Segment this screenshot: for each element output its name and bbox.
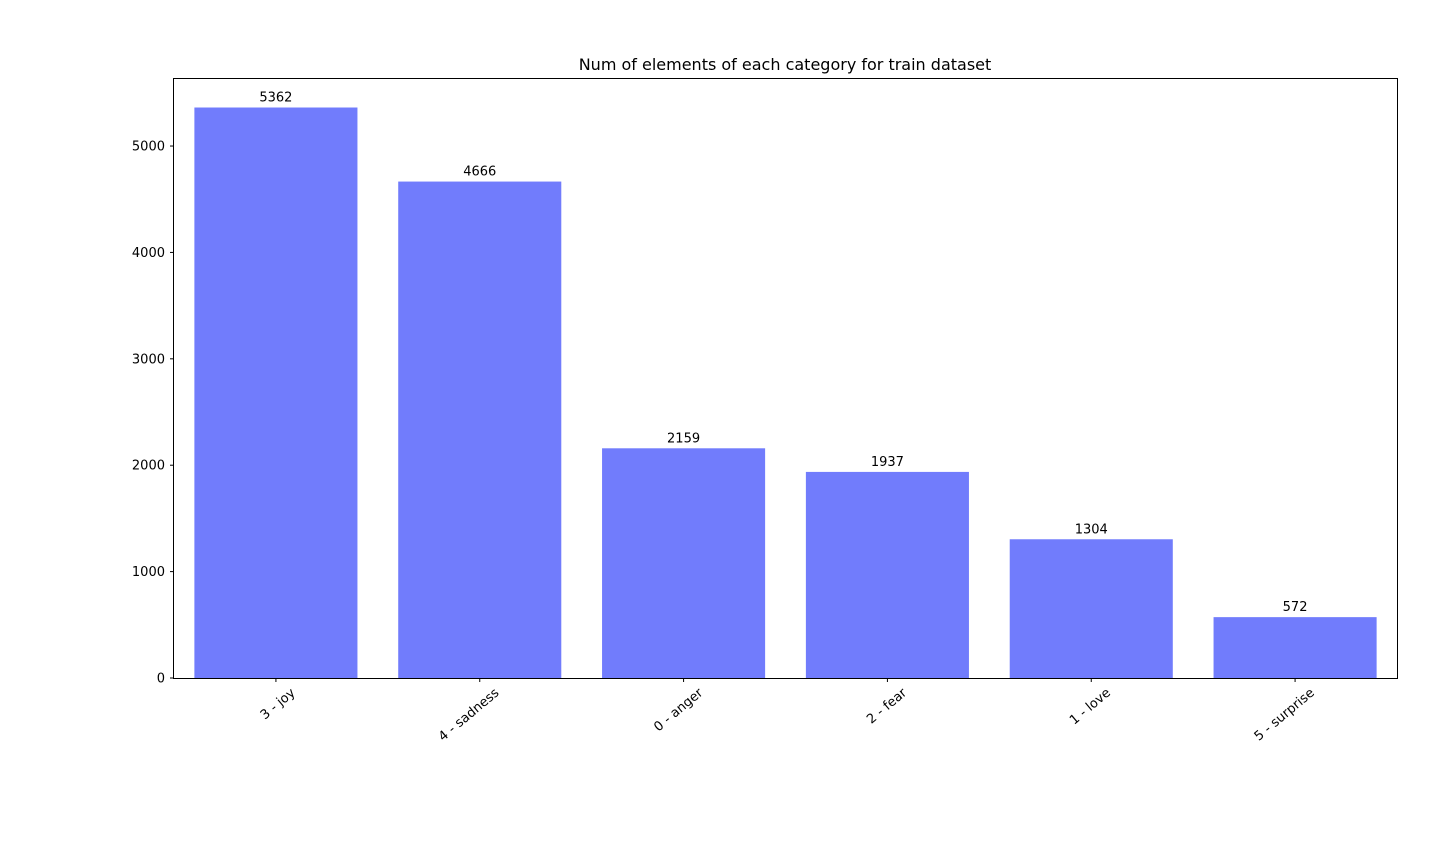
value-labels-group: 5362 4666 2159 1937 1304 572 (259, 91, 1307, 616)
bar-value-label: 4666 (463, 165, 496, 180)
chart-title: Num of elements of each category for tra… (579, 55, 992, 74)
bar-value-label: 1937 (871, 455, 904, 470)
bar (194, 107, 358, 678)
bar (1009, 539, 1173, 678)
bar-value-label: 572 (1283, 600, 1308, 615)
bar-value-label: 2159 (667, 431, 700, 446)
bar (398, 181, 562, 678)
y-axis: 0 1000 2000 3000 4000 5000 (132, 140, 174, 687)
y-tick-label: 1000 (132, 565, 165, 580)
y-tick-label: 5000 (132, 140, 165, 155)
y-tick-label: 4000 (132, 246, 165, 261)
bar (602, 448, 766, 678)
bars-group (194, 107, 1377, 678)
y-tick-label: 2000 (132, 459, 165, 474)
plot-frame (173, 78, 1398, 679)
bar-value-label: 5362 (259, 91, 292, 106)
y-tick-label: 0 (157, 672, 165, 687)
bar (805, 471, 969, 678)
bar-value-label: 1304 (1075, 522, 1108, 537)
y-tick-label: 3000 (132, 352, 165, 367)
bar (1213, 617, 1377, 678)
